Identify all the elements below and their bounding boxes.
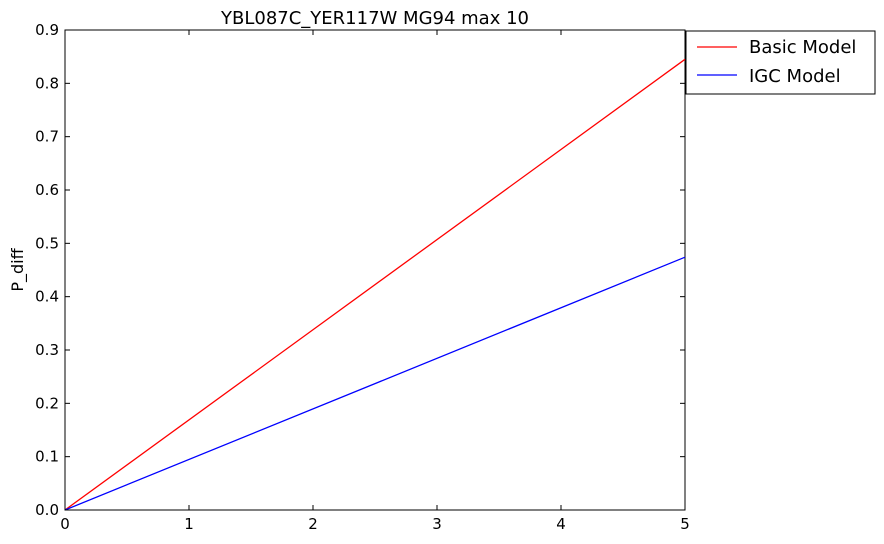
legend-label-basic-model: Basic Model: [749, 37, 856, 58]
x-tick-label: 1: [184, 515, 194, 533]
x-tick-label: 0: [60, 515, 70, 533]
y-tick-label: 0.5: [35, 234, 59, 252]
y-tick-label: 0.8: [35, 74, 59, 92]
y-tick-label: 0.4: [35, 288, 59, 306]
y-tick-label: 0.7: [35, 128, 59, 146]
legend-label-igc-model: IGC Model: [749, 66, 841, 87]
plot-area: 0 1 2 3 4 5 0.0 0.1 0.2 0.3 0.4 0.5 0.6 0.7 0.8 0.9: [35, 21, 690, 533]
x-tick-label: 2: [308, 515, 318, 533]
y-tick-label: 0.9: [35, 21, 59, 39]
x-tick-label: 3: [432, 515, 442, 533]
tick-layer: 0 1 2 3 4 5 0.0 0.1 0.2 0.3 0.4 0.5 0.6 0.7 0.8 0.9: [35, 21, 690, 533]
series-line-basic-model: [64, 58, 686, 511]
chart-title: YBL087C_YER117W MG94 max 10: [220, 8, 529, 29]
y-tick-label: 0.3: [35, 341, 59, 359]
plot-frame: [64, 29, 686, 511]
series-layer: [64, 58, 686, 511]
y-tick-label: 0.1: [35, 448, 59, 466]
legend-frame: [685, 30, 876, 95]
legend: Basic Model IGC Model: [685, 30, 876, 95]
y-tick-label: 0.6: [35, 181, 59, 199]
x-tick-label: 4: [556, 515, 566, 533]
y-axis-label: P_diff: [8, 247, 28, 291]
y-tick-label: 0.2: [35, 394, 59, 412]
y-tick-label: 0.0: [35, 501, 59, 519]
x-tick-label: 5: [680, 515, 690, 533]
series-line-igc-model: [64, 256, 686, 511]
